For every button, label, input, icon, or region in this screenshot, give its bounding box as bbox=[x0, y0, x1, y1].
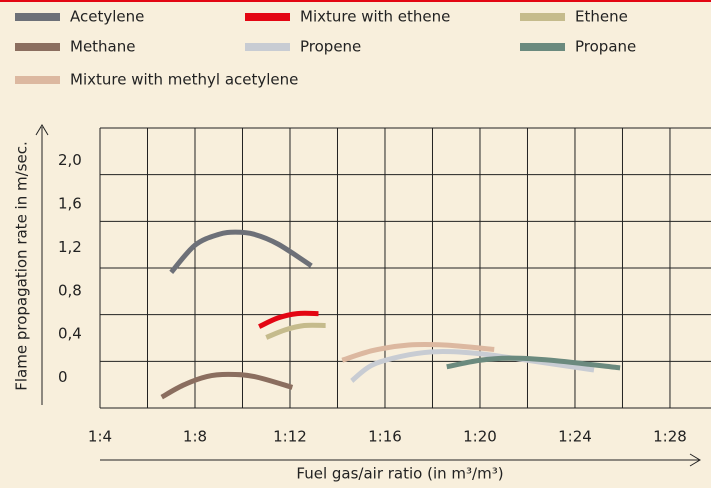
legend-label: Mixture with methyl acetylene bbox=[70, 71, 298, 89]
x-tick-label: 1:8 bbox=[183, 428, 207, 446]
x-axis-label: Fuel gas/air ratio (in m³/m³) bbox=[296, 465, 503, 483]
x-tick-label: 1:24 bbox=[558, 428, 592, 446]
legend-label: Mixture with ethene bbox=[300, 8, 450, 26]
legend-label: Methane bbox=[70, 38, 136, 56]
series-line bbox=[160, 371, 294, 400]
legend-label: Propene bbox=[300, 38, 361, 56]
y-tick-label: 0,8 bbox=[58, 281, 82, 299]
top-rule bbox=[0, 0, 711, 2]
legend-swatch bbox=[520, 13, 565, 21]
legend-label: Ethene bbox=[575, 8, 628, 26]
legend-swatch bbox=[245, 43, 290, 51]
legend-label: Propane bbox=[575, 38, 636, 56]
legend-swatch bbox=[245, 13, 290, 21]
x-tick-label: 1:20 bbox=[463, 428, 497, 446]
y-tick-label: 0 bbox=[58, 368, 68, 386]
y-arrow-head bbox=[35, 124, 49, 136]
series-line bbox=[169, 229, 313, 274]
legend-swatch bbox=[15, 76, 60, 84]
series-line bbox=[265, 322, 326, 340]
legend-swatch bbox=[15, 13, 60, 21]
legend-swatch bbox=[15, 43, 60, 51]
y-tick-label: 2,0 bbox=[58, 151, 82, 169]
legend-swatch bbox=[520, 43, 565, 51]
series-line bbox=[341, 341, 495, 363]
y-tick-label: 0,4 bbox=[58, 325, 82, 343]
x-tick-label: 1:28 bbox=[653, 428, 687, 446]
x-arrow-head bbox=[689, 453, 701, 467]
series-line bbox=[446, 355, 621, 371]
series-line bbox=[258, 310, 319, 329]
y-axis-label: Flame propagation rate in m/sec. bbox=[13, 141, 31, 390]
y-tick-label: 1,6 bbox=[58, 194, 82, 212]
legend-label: Acetylene bbox=[70, 8, 144, 26]
x-tick-label: 1:4 bbox=[88, 428, 112, 446]
x-tick-label: 1:16 bbox=[368, 428, 402, 446]
x-tick-label: 1:12 bbox=[273, 428, 307, 446]
series-line bbox=[350, 349, 595, 383]
y-tick-label: 1,2 bbox=[58, 238, 82, 256]
